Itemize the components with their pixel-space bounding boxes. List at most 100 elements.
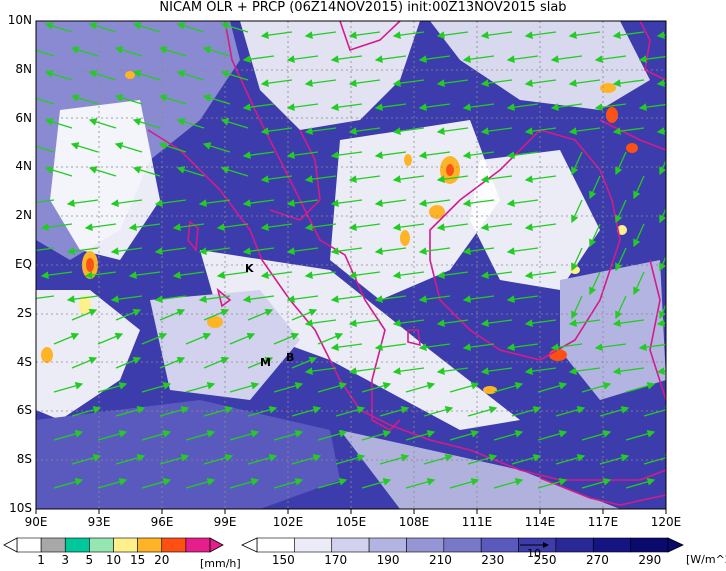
wind-vector bbox=[330, 295, 363, 304]
wind-vector bbox=[154, 199, 187, 208]
y-tick-label: 4S bbox=[16, 354, 32, 369]
x-tick-label: 93E bbox=[87, 515, 111, 529]
precip-colorbar-tick: 5 bbox=[85, 553, 94, 567]
wind-vector bbox=[615, 247, 627, 272]
wind-vector bbox=[550, 343, 583, 352]
wind-vector bbox=[260, 127, 293, 136]
wind-vector bbox=[220, 70, 249, 81]
wind-vector bbox=[71, 356, 98, 369]
wind-vector bbox=[550, 55, 583, 64]
wind-vector bbox=[392, 31, 425, 40]
x-tick-label: 120E bbox=[650, 515, 682, 529]
wind-vector bbox=[97, 430, 128, 441]
wind-vector bbox=[291, 308, 318, 321]
wind-vector bbox=[40, 271, 73, 280]
wind-vector bbox=[589, 223, 601, 248]
wind-vector bbox=[110, 295, 143, 304]
olr-unit: [W/m^2] bbox=[686, 553, 726, 566]
wind-vector bbox=[568, 367, 601, 376]
wind-vectors bbox=[36, 22, 698, 489]
wind-vector bbox=[656, 79, 666, 88]
wind-vector bbox=[594, 343, 627, 352]
wind-vector bbox=[361, 478, 392, 489]
wind-vector bbox=[132, 70, 161, 81]
wind-vector bbox=[71, 308, 98, 321]
wind-vector bbox=[678, 176, 688, 198]
wind-vector bbox=[185, 478, 216, 489]
wind-vector bbox=[44, 166, 73, 177]
wind-vector bbox=[555, 406, 586, 417]
wind-vector bbox=[379, 454, 410, 465]
wind-vector bbox=[247, 308, 274, 321]
wind-vector bbox=[304, 79, 337, 88]
wind-vector bbox=[260, 79, 293, 88]
wind-vector bbox=[633, 223, 645, 248]
wind-vector bbox=[97, 332, 124, 345]
wind-vector bbox=[185, 430, 216, 441]
wind-vector bbox=[115, 406, 146, 417]
precip-colorbar-swatch bbox=[161, 537, 187, 553]
precip-colorbar-swatch bbox=[113, 537, 138, 553]
wind-vector bbox=[53, 478, 84, 489]
wind-vector bbox=[88, 70, 117, 81]
wind-vector bbox=[242, 103, 275, 112]
wind-vector bbox=[633, 175, 645, 200]
wind-vector bbox=[220, 118, 249, 129]
wind-vector bbox=[571, 199, 583, 224]
wind-vector bbox=[115, 356, 142, 369]
y-tick-label: 8N bbox=[15, 61, 32, 76]
wind-vector bbox=[436, 127, 469, 136]
wind-vector bbox=[36, 247, 55, 252]
x-tick-label: 96E bbox=[150, 515, 174, 529]
wind-vector bbox=[436, 367, 469, 376]
precip-colorbar-swatch bbox=[137, 537, 163, 553]
wind-vector bbox=[70, 142, 99, 153]
wind-vector bbox=[198, 199, 231, 208]
wind-vector bbox=[436, 31, 469, 40]
wind-vector bbox=[392, 127, 425, 136]
wind-vector bbox=[615, 151, 627, 176]
wind-vector bbox=[291, 406, 322, 417]
wind-vector bbox=[141, 478, 172, 489]
wind-vector bbox=[506, 295, 539, 304]
wind-vector bbox=[436, 223, 469, 232]
wind-vector bbox=[462, 247, 495, 256]
wind-vector bbox=[659, 159, 666, 176]
wind-vector bbox=[185, 332, 212, 345]
wind-vector bbox=[198, 247, 231, 256]
wind-vector bbox=[335, 406, 366, 417]
wind-vector bbox=[220, 22, 249, 33]
wind-vector bbox=[374, 55, 407, 64]
wind-vector bbox=[141, 332, 168, 345]
wind-vector bbox=[88, 22, 117, 33]
wind-vector bbox=[242, 55, 275, 64]
wind-vector bbox=[286, 103, 319, 112]
wind-vector bbox=[247, 406, 278, 417]
wind-vector bbox=[506, 247, 539, 256]
wind-vector bbox=[480, 319, 513, 328]
wind-vector bbox=[216, 223, 249, 232]
wind-vector bbox=[462, 343, 495, 352]
precip-colorbar-swatch bbox=[16, 537, 42, 553]
wind-vector bbox=[524, 79, 557, 88]
olr-colorbar-swatch bbox=[555, 537, 594, 553]
wind-vector bbox=[374, 247, 407, 256]
wind-vector bbox=[511, 406, 542, 417]
wind-vector bbox=[480, 367, 513, 376]
wind-vector bbox=[70, 94, 99, 105]
olr-colorbar-swatch bbox=[443, 537, 482, 553]
wind-vector bbox=[84, 223, 117, 232]
wind-vector bbox=[612, 319, 645, 328]
y-tick-label: 8S bbox=[16, 452, 32, 467]
wind-vector bbox=[670, 480, 698, 488]
wind-vector bbox=[36, 145, 55, 153]
wind-vector bbox=[599, 454, 630, 465]
precip-colorbar-swatch bbox=[89, 537, 114, 553]
precip-cells bbox=[41, 71, 638, 394]
wind-vector bbox=[379, 406, 410, 417]
wind-vector bbox=[158, 94, 187, 105]
wind-vector bbox=[568, 31, 601, 40]
wind-vector bbox=[625, 478, 656, 489]
wind-vector bbox=[273, 478, 304, 489]
wind-vector bbox=[506, 55, 539, 64]
